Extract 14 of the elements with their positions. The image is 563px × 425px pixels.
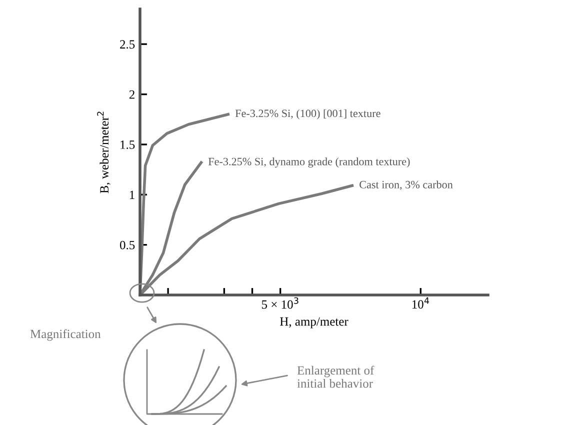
series-label: Fe-3.25% Si, dynamo grade (random texture) [208,157,410,168]
x-tick-label: 10$^{4}$ [412,297,430,309]
series-label: Fe-3.25% Si, (100) [001] texture [235,109,380,120]
text: Magnification [30,329,101,341]
y-tick-label: 0.5 [120,240,135,250]
y-tick-label: 2 [129,90,134,99]
x-tick-label: 5 × 10$^{3}$ [262,297,298,309]
x-axis-title: H, amp/meter [280,317,348,328]
series-label: Cast iron, 3% carbon [360,180,453,190]
text: Enlargement of initial behavior [297,366,374,388]
y-tick-label: 1.5 [120,140,135,149]
y-tick-label: 2.5 [120,40,135,49]
y-axis-title: B, weber/meter$^{2}$ [97,112,110,194]
y-tick-label: 1 [130,190,134,199]
